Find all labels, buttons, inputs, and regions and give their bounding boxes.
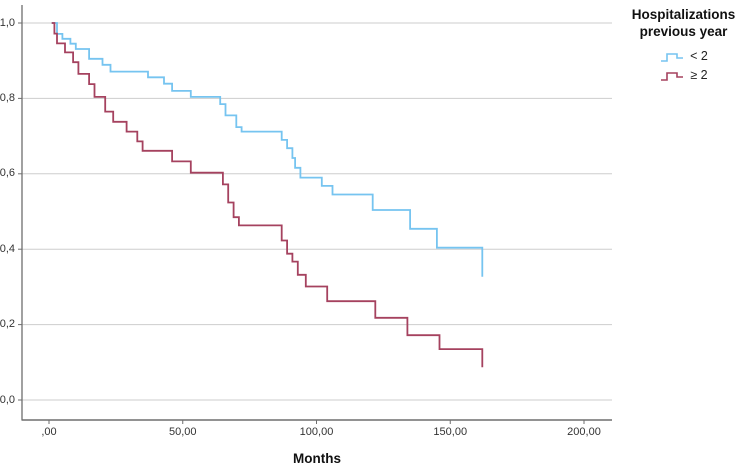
y-tick-label: 0,0 <box>0 393 15 406</box>
legend-item-label: ≥ 2 <box>690 68 708 82</box>
legend-items: < 2 ≥ 2 <box>617 49 750 83</box>
legend-title: Hospitalizations previous year <box>631 7 736 39</box>
x-tick-label: 100,00 <box>299 426 334 438</box>
x-tick-label: 50,00 <box>168 426 197 438</box>
x-tick-label: ,00 <box>41 426 57 438</box>
survival-curve-ge2 <box>51 22 484 368</box>
y-tick-label: 0,2 <box>0 318 15 331</box>
survival-curve-lt2 <box>51 22 484 277</box>
x-tick-label: 200,00 <box>567 426 601 438</box>
step-line-icon <box>661 71 684 81</box>
legend: Hospitalizations previous year < 2 ≥ 2 <box>617 6 750 83</box>
legend-item-label: < 2 <box>690 49 708 63</box>
y-tick-label: 0,8 <box>0 91 15 104</box>
y-tick-label: 1,0 <box>0 16 15 29</box>
y-tick-label: 0,4 <box>0 242 15 255</box>
x-tick-label: 150,00 <box>433 426 468 438</box>
y-tick-label: 0,6 <box>0 167 15 180</box>
step-line-icon <box>661 52 684 62</box>
x-axis-title: Months <box>293 451 341 466</box>
legend-item: ≥ 2 <box>659 68 708 83</box>
legend-item: < 2 <box>659 49 708 64</box>
